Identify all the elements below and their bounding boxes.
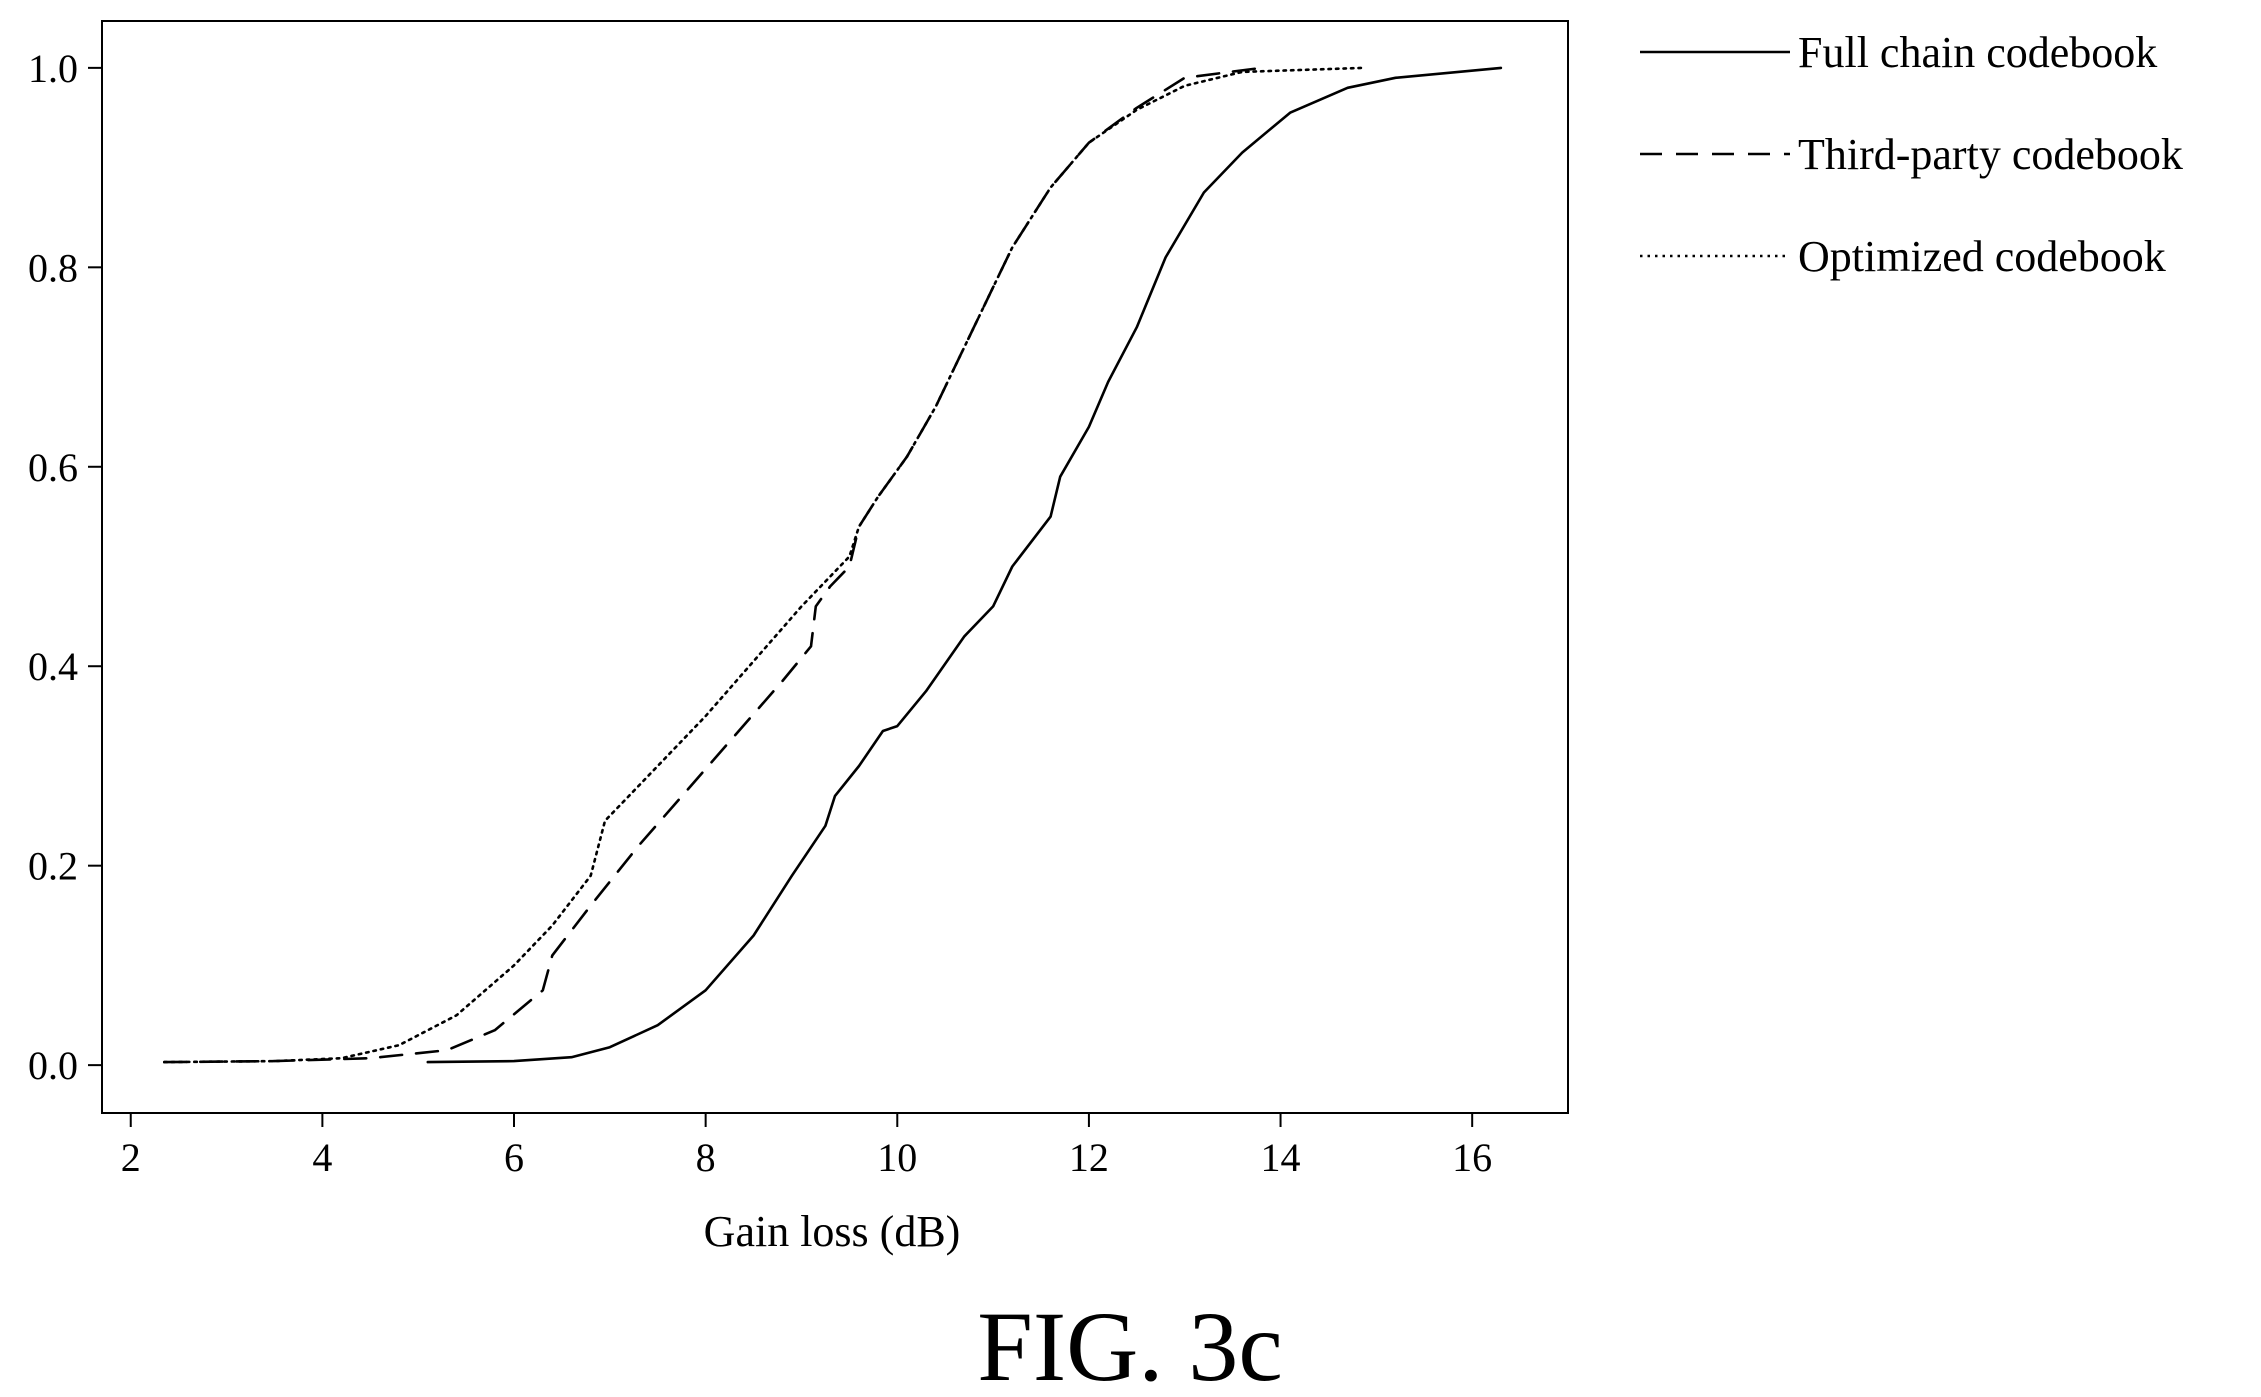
x-tick-label: 2 (121, 1135, 141, 1180)
x-tick-label: 8 (696, 1135, 716, 1180)
x-tick-label: 16 (1452, 1135, 1492, 1180)
y-tick-label: 1.0 (28, 46, 78, 91)
plot-area (101, 20, 1569, 1114)
y-tick-label: 0.0 (28, 1043, 78, 1088)
legend-label-2: Optimized codebook (1798, 232, 2166, 281)
x-axis: 2 4 6 8 10 12 14 16 (121, 1113, 1492, 1180)
legend-label-0: Full chain codebook (1798, 28, 2157, 77)
plot-frame (101, 20, 1569, 1114)
legend-label-1: Third-party codebook (1798, 130, 2183, 179)
figure-label: FIG. 3c (977, 1291, 1283, 1397)
y-tick-label: 0.8 (28, 245, 78, 290)
x-tick-label: 4 (312, 1135, 332, 1180)
x-tick-label: 14 (1261, 1135, 1301, 1180)
x-tick-label: 12 (1069, 1135, 1109, 1180)
y-axis: 0.0 0.2 0.4 0.6 0.8 1.0 (28, 46, 102, 1088)
x-tick-label: 10 (877, 1135, 917, 1180)
y-tick-label: 0.6 (28, 445, 78, 490)
legend: Full chain codebook Third-party codebook O… (1640, 28, 2183, 281)
series-line-2 (163, 66, 1364, 1064)
y-tick-label: 0.4 (28, 644, 78, 689)
x-axis-label: Gain loss (dB) (704, 1207, 961, 1256)
series-line-0 (426, 66, 1503, 1064)
series-line-1 (163, 66, 1263, 1064)
y-tick-label: 0.2 (28, 844, 78, 889)
series-layer (163, 66, 1503, 1064)
x-tick-label: 6 (504, 1135, 524, 1180)
